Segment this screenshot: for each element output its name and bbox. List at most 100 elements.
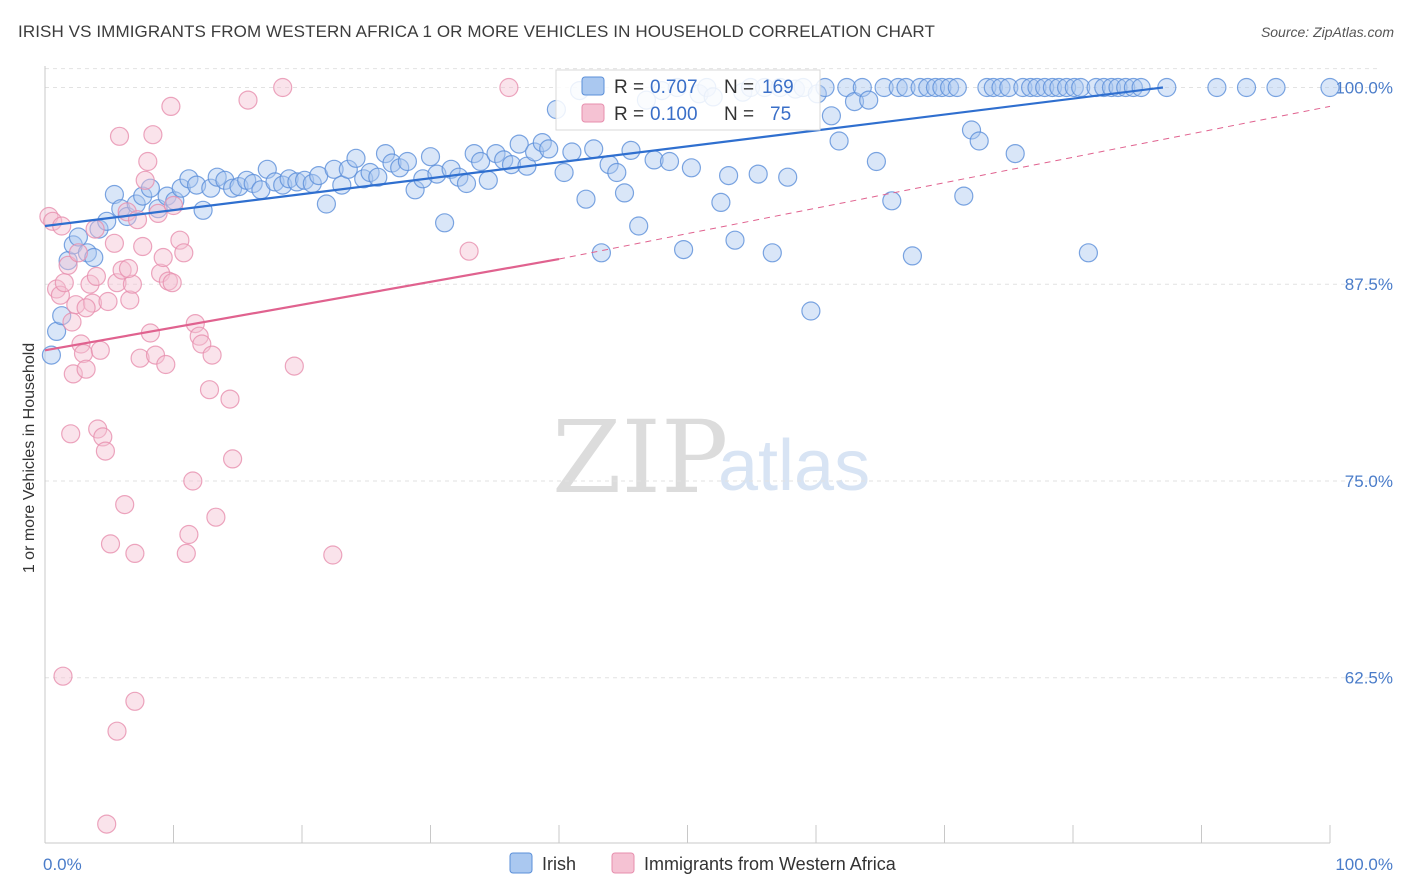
data-point-irish[interactable] [68, 227, 89, 247]
data-point-irish[interactable] [1005, 144, 1025, 164]
data-point-irish[interactable] [287, 172, 307, 192]
data-point-immigrants[interactable] [100, 534, 121, 554]
data-point-irish[interactable] [896, 77, 916, 98]
data-point-immigrants[interactable] [499, 77, 519, 98]
data-point-irish[interactable] [229, 177, 249, 197]
data-point-irish[interactable] [1236, 77, 1257, 98]
data-point-irish[interactable] [562, 142, 582, 162]
data-point-immigrants[interactable] [58, 255, 78, 275]
data-point-immigrants[interactable] [97, 814, 117, 834]
data-point-irish[interactable] [1094, 77, 1114, 98]
data-point-immigrants[interactable] [170, 230, 190, 250]
data-point-irish[interactable] [977, 77, 997, 98]
data-point-irish[interactable] [539, 139, 559, 159]
data-point-irish[interactable] [390, 158, 410, 178]
data-point-immigrants[interactable] [176, 543, 196, 564]
data-point-immigrants[interactable] [223, 449, 243, 469]
data-point-irish[interactable] [486, 144, 506, 164]
data-point-irish[interactable] [1131, 77, 1151, 98]
data-point-immigrants[interactable] [112, 260, 132, 280]
data-point-immigrants[interactable] [53, 666, 73, 686]
data-point-immigrants[interactable] [122, 274, 142, 294]
data-point-immigrants[interactable] [68, 243, 89, 263]
data-point-irish[interactable] [324, 159, 344, 179]
data-point-irish[interactable] [1071, 77, 1091, 98]
data-point-immigrants[interactable] [104, 233, 125, 253]
data-point-immigrants[interactable] [220, 389, 240, 409]
data-point-irish[interactable] [932, 77, 952, 98]
data-point-irish[interactable] [778, 167, 798, 187]
data-point-irish[interactable] [925, 77, 946, 98]
data-point-irish[interactable] [801, 301, 821, 321]
data-point-irish[interactable] [991, 77, 1011, 98]
data-point-immigrants[interactable] [162, 273, 182, 293]
data-point-immigrants[interactable] [86, 266, 107, 286]
data-point-irish[interactable] [711, 192, 731, 212]
data-point-irish[interactable] [1042, 77, 1063, 98]
data-point-irish[interactable] [902, 246, 923, 266]
data-point-irish[interactable] [338, 159, 358, 179]
data-point-immigrants[interactable] [80, 274, 100, 294]
data-point-irish[interactable] [961, 120, 982, 140]
data-point-immigrants[interactable] [93, 427, 113, 447]
data-point-irish[interactable] [375, 144, 396, 164]
data-point-irish[interactable] [1078, 243, 1099, 263]
legend-label-irish[interactable]: Irish [542, 854, 576, 874]
data-point-irish[interactable] [607, 162, 627, 183]
data-point-immigrants[interactable] [156, 354, 176, 375]
data-point-irish[interactable] [104, 184, 125, 205]
data-point-irish[interactable] [449, 167, 469, 187]
data-point-irish[interactable] [659, 151, 680, 172]
data-point-irish[interactable] [1035, 77, 1055, 98]
data-point-immigrants[interactable] [125, 691, 145, 711]
data-point-immigrants[interactable] [54, 273, 74, 293]
data-point-irish[interactable] [829, 131, 849, 151]
data-point-immigrants[interactable] [85, 219, 105, 239]
data-point-irish[interactable] [1101, 77, 1122, 98]
data-point-irish[interactable] [1064, 77, 1084, 98]
data-point-irish[interactable] [999, 77, 1019, 98]
data-point-irish[interactable] [478, 170, 498, 190]
data-point-immigrants[interactable] [95, 441, 116, 461]
data-point-irish[interactable] [874, 77, 894, 98]
data-point-irish[interactable] [725, 230, 745, 250]
data-point-irish[interactable] [265, 172, 285, 192]
data-point-irish[interactable] [1266, 77, 1286, 98]
data-point-immigrants[interactable] [238, 90, 258, 110]
legend-swatch-irish[interactable] [509, 852, 533, 874]
data-point-irish[interactable] [397, 151, 417, 172]
data-point-immigrants[interactable] [125, 543, 145, 564]
data-point-immigrants[interactable] [107, 273, 127, 293]
data-point-immigrants[interactable] [199, 380, 220, 400]
data-point-irish[interactable] [52, 306, 72, 326]
data-point-irish[interactable] [954, 186, 974, 206]
data-point-irish[interactable] [939, 77, 960, 98]
data-point-irish[interactable] [1320, 77, 1340, 98]
data-point-irish[interactable] [681, 158, 702, 178]
data-point-irish[interactable] [193, 200, 213, 220]
data-point-irish[interactable] [346, 148, 366, 168]
data-point-irish[interactable] [295, 170, 315, 190]
data-point-immigrants[interactable] [202, 345, 222, 365]
data-point-irish[interactable] [621, 140, 641, 160]
data-point-irish[interactable] [629, 216, 649, 236]
data-point-immigrants[interactable] [90, 340, 110, 360]
data-point-immigrants[interactable] [61, 424, 81, 444]
data-point-irish[interactable] [576, 189, 596, 209]
data-point-irish[interactable] [509, 134, 529, 154]
data-point-irish[interactable] [852, 77, 872, 98]
data-point-immigrants[interactable] [135, 170, 155, 190]
data-point-irish[interactable] [1056, 77, 1077, 98]
data-point-immigrants[interactable] [118, 258, 139, 279]
data-point-irish[interactable] [464, 144, 484, 164]
data-point-irish[interactable] [947, 77, 967, 98]
data-point-irish[interactable] [748, 164, 768, 184]
data-point-irish[interactable] [1027, 77, 1047, 98]
data-point-immigrants[interactable] [179, 524, 199, 545]
legend-label-immigrants[interactable]: Immigrants from Western Africa [644, 854, 897, 874]
data-point-irish[interactable] [187, 175, 207, 195]
data-point-immigrants[interactable] [273, 77, 293, 98]
data-point-irish[interactable] [554, 162, 574, 183]
data-point-immigrants[interactable] [161, 96, 181, 117]
data-point-irish[interactable] [179, 169, 199, 189]
